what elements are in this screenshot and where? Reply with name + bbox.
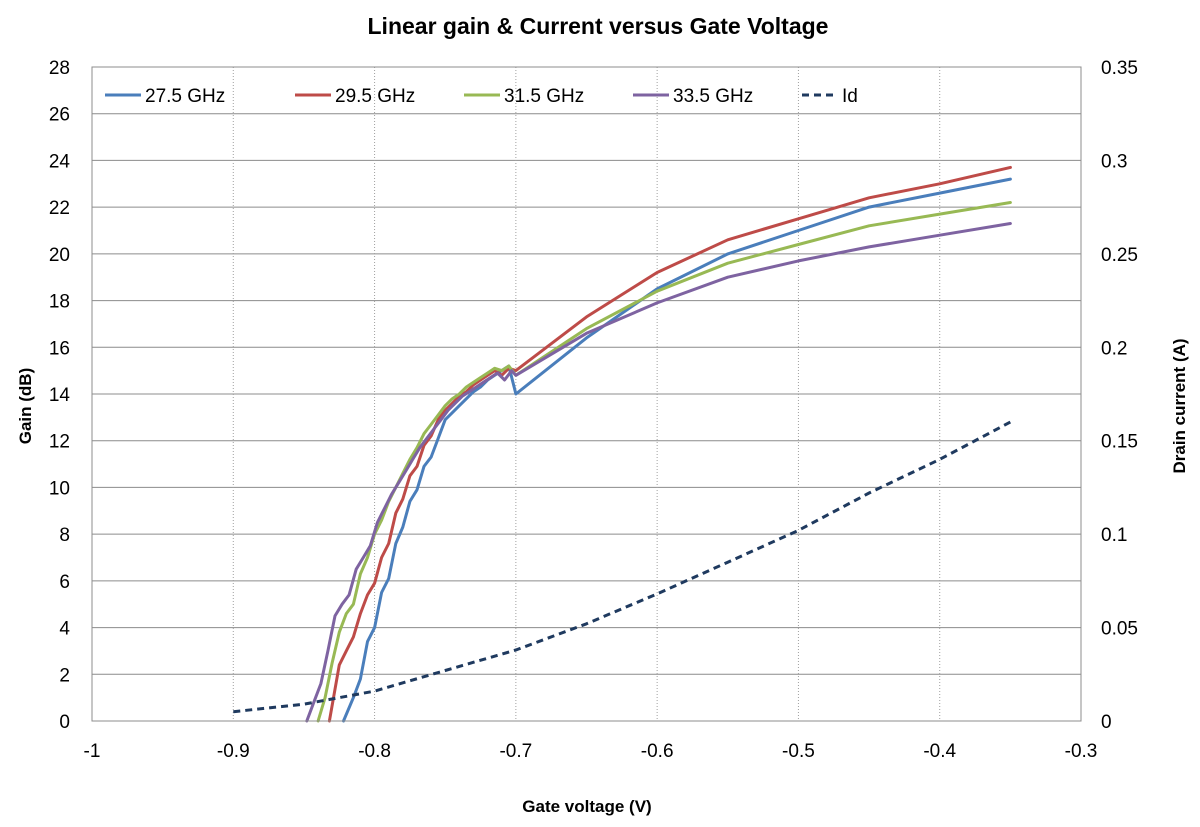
y-tick-label: 12 (49, 432, 70, 453)
x-tick-label: -0.3 (1065, 741, 1098, 762)
y-tick-label: 10 (49, 478, 70, 499)
y2-tick-label: 0.1 (1101, 525, 1127, 546)
y-axis-title: Gain (dB) (16, 368, 35, 445)
y-tick-label: 22 (49, 198, 70, 219)
series-line-29-5-ghz (327, 165, 1012, 723)
y2-tick-label: 0.25 (1101, 245, 1138, 266)
legend-label: 29.5 GHz (335, 86, 415, 107)
y-tick-label: 26 (49, 105, 70, 126)
legend-label: Id (842, 86, 858, 107)
x-tick-label: -1 (84, 741, 101, 762)
y2-tick-label: 0.3 (1101, 151, 1127, 172)
y-tick-label: 16 (49, 338, 70, 359)
x-tick-label: -0.4 (923, 741, 956, 762)
y-tick-label: 14 (49, 385, 71, 406)
y2-tick-label: 0.2 (1101, 338, 1127, 359)
y2-tick-label: 0.35 (1101, 58, 1138, 79)
series-line-id (233, 420, 1012, 714)
series-line-31-5-ghz (316, 201, 1012, 723)
y2-tick-label: 0.15 (1101, 432, 1138, 453)
y-tick-label: 20 (49, 245, 70, 266)
series-line-33-5-ghz (305, 222, 1012, 723)
series-lines (233, 165, 1012, 723)
x-axis-title: Gate voltage (V) (522, 797, 651, 816)
y-tick-label: 24 (49, 151, 71, 172)
y-tick-label: 2 (59, 665, 70, 686)
x-tick-label: -0.5 (782, 741, 815, 762)
y-tick-label: 18 (49, 292, 70, 313)
legend-label: 33.5 GHz (673, 86, 753, 107)
x-tick-label: -0.6 (641, 741, 674, 762)
y-tick-label: 4 (59, 619, 70, 640)
x-tick-labels: -1 -0.9 -0.8 -0.7 -0.6 -0.5 -0.4 -0.3 (84, 741, 1098, 762)
y-tick-label: 28 (49, 58, 70, 79)
legend-label: 31.5 GHz (504, 86, 584, 107)
y2-tick-labels: 0 0.05 0.1 0.15 0.2 0.25 0.3 0.35 (1101, 58, 1138, 733)
gridlines (92, 66, 1081, 722)
legend: 27.5 GHz 29.5 GHz 31.5 GHz 33.5 GHz Id (105, 86, 858, 107)
y2-tick-label: 0 (1101, 712, 1112, 733)
y2-tick-label: 0.05 (1101, 619, 1138, 640)
x-tick-label: -0.8 (358, 741, 391, 762)
plot-frame (91, 66, 1082, 722)
y-tick-label: 6 (59, 572, 70, 593)
x-tick-label: -0.9 (217, 741, 250, 762)
series-line-27-5-ghz (342, 177, 1012, 723)
y-tick-label: 0 (59, 712, 70, 733)
x-tick-label: -0.7 (499, 741, 532, 762)
y-tick-label: 8 (59, 525, 70, 546)
chart-title: Linear gain & Current versus Gate Voltag… (368, 13, 829, 39)
y2-axis-title: Drain current (A) (1170, 338, 1189, 473)
legend-label: 27.5 GHz (145, 86, 225, 107)
